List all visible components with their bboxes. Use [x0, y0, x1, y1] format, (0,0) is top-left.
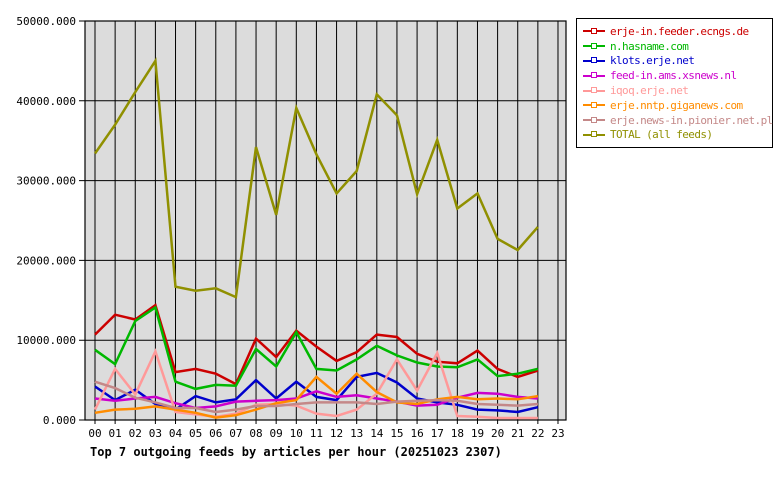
series-line-6	[94, 380, 538, 414]
legend-line-marker-icon	[583, 85, 605, 96]
x-tick-label: 06	[209, 427, 222, 440]
y-tick-label: 10000.000	[16, 334, 76, 347]
legend-line-marker-icon	[583, 100, 605, 111]
y-tick-label: 30000.000	[16, 175, 76, 188]
legend-item-5: erje.nntp.giganews.com	[583, 98, 768, 113]
x-tick-label: 22	[531, 427, 544, 440]
x-tick-label: 14	[370, 427, 384, 440]
x-tick-label: 01	[109, 427, 122, 440]
legend-label: klots.erje.net	[610, 54, 695, 68]
x-tick-label: 12	[330, 427, 343, 440]
y-tick-label: 0.000	[43, 414, 76, 427]
legend: erje-in.feeder.ecngs.de n.hasname.com klot…	[576, 18, 773, 149]
x-tick-label: 20	[491, 427, 504, 440]
legend-item-3: feed-in.ams.xsnews.nl	[583, 68, 768, 83]
legend-line-marker-icon	[583, 26, 605, 37]
x-tick-label: 05	[189, 427, 202, 440]
legend-label: erje.news-in.pionier.net.pl	[610, 113, 773, 127]
series-line-3	[94, 389, 538, 410]
series-line-7	[93, 57, 539, 299]
legend-label: iqoq.erje.net	[610, 84, 689, 98]
series-line-1	[94, 305, 539, 391]
x-tick-label: 03	[149, 427, 162, 440]
plot-border	[84, 20, 567, 421]
legend-item-0: erje-in.feeder.ecngs.de	[583, 24, 768, 39]
x-tick-label: 10	[290, 427, 303, 440]
legend-label: erje-in.feeder.ecngs.de	[610, 24, 749, 38]
x-tick-label: 17	[431, 427, 444, 440]
x-tick-label: 23	[551, 427, 564, 440]
legend-label: n.hasname.com	[610, 39, 689, 53]
x-tick-label: 00	[88, 427, 101, 440]
legend-line-marker-icon	[583, 115, 605, 126]
legend-item-2: klots.erje.net	[583, 54, 768, 69]
x-tick-label: 07	[229, 427, 242, 440]
y-tick-label: 20000.000	[16, 254, 76, 267]
x-tick-label: 15	[390, 427, 403, 440]
x-tick-label: 18	[451, 427, 464, 440]
series-line-5	[94, 371, 539, 419]
x-tick-label: 19	[471, 427, 484, 440]
x-tick-label: 09	[270, 427, 283, 440]
x-tick-label: 21	[511, 427, 524, 440]
legend-label: feed-in.ams.xsnews.nl	[610, 69, 737, 83]
y-tick-label: 40000.000	[16, 95, 76, 108]
legend-item-7: TOTAL (all feeds)	[583, 128, 768, 143]
x-tick-label: 13	[350, 427, 363, 440]
legend-label: TOTAL (all feeds)	[610, 128, 713, 142]
chart-title: Top 7 outgoing feeds by articles per hou…	[90, 445, 502, 459]
series-line-4	[93, 348, 538, 420]
x-tick-label: 04	[169, 427, 183, 440]
legend-line-marker-icon	[583, 129, 605, 140]
y-tick-label: 50000.000	[16, 15, 76, 28]
legend-label: erje.nntp.giganews.com	[610, 98, 743, 112]
legend-item-6: erje.news-in.pionier.net.pl	[583, 113, 773, 128]
x-tick-label: 02	[129, 427, 142, 440]
legend-item-1: n.hasname.com	[583, 39, 768, 54]
legend-item-4: iqoq.erje.net	[583, 83, 768, 98]
x-tick-label: 11	[310, 427, 323, 440]
x-tick-label: 08	[249, 427, 262, 440]
legend-line-marker-icon	[583, 55, 605, 66]
x-tick-label: 16	[410, 427, 423, 440]
legend-line-marker-icon	[583, 41, 605, 52]
legend-line-marker-icon	[583, 70, 605, 81]
series-line-0	[94, 303, 539, 386]
